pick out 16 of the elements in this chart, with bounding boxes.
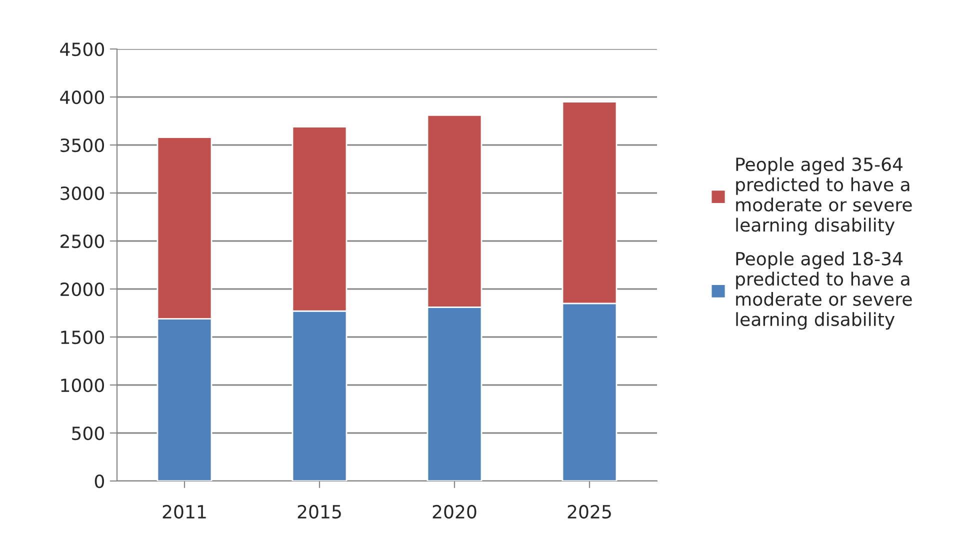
y-tick-label: 3500 (60, 138, 104, 152)
y-tick-label: 4500 (60, 42, 104, 56)
legend-label: People aged 35-64 predicted to have a moderate or severe learning disability (736, 157, 912, 236)
legend-label: People aged 18-34 predicted to have a moderate or severe learning disability (736, 252, 912, 330)
x-tick-label: 2015 (298, 504, 341, 519)
y-tick-label: 2000 (60, 282, 104, 296)
y-tick-label: 1500 (61, 330, 104, 344)
y-tick-label: 500 (72, 426, 104, 440)
x-tick-label: 2025 (568, 504, 611, 519)
y-tick-label: 3000 (60, 186, 104, 200)
y-tick-label: 1000 (61, 378, 104, 392)
x-tick-label: 2011 (162, 504, 206, 519)
y-tick-label: 4000 (60, 90, 104, 104)
y-tick-label: 0 (94, 474, 104, 488)
y-tick-label: 2500 (60, 234, 104, 248)
x-tick-label: 2020 (432, 504, 476, 519)
